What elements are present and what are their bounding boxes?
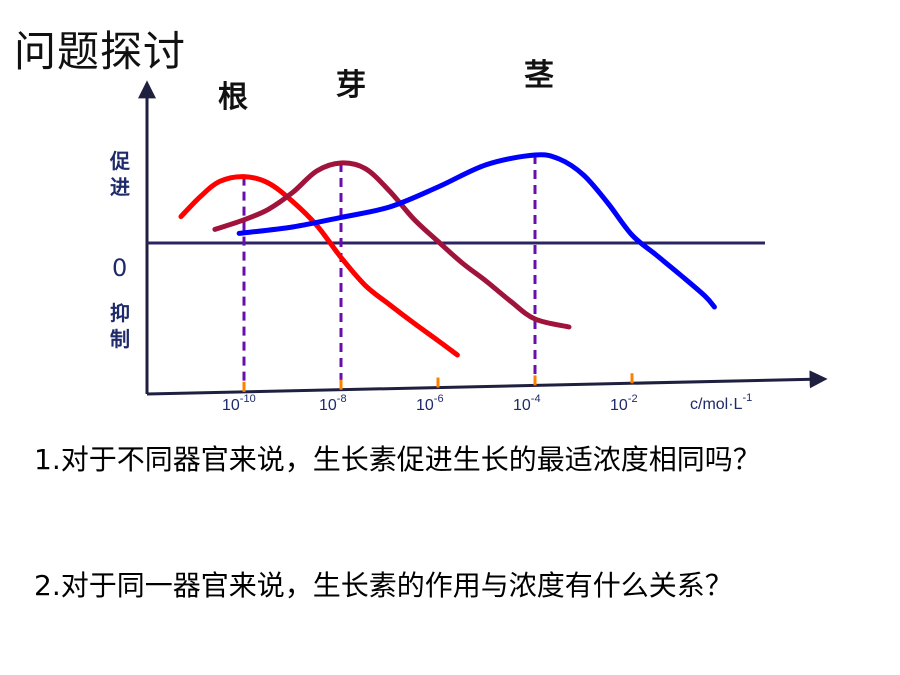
series-line-0 bbox=[178, 174, 460, 358]
x-tick-label-4: 10-2 bbox=[610, 393, 638, 414]
label-bud: 芽 bbox=[336, 68, 366, 103]
x-axis bbox=[146, 370, 828, 396]
series-line-2 bbox=[236, 152, 717, 310]
question-2: 2.对于同一器官来说，生长素的作用与浓度有什么关系？ bbox=[34, 569, 733, 602]
zero-label: 0 bbox=[112, 254, 128, 282]
growth-chart: 10-10 10-8 10-6 10-4 10-2 c/mol·L-1 bbox=[138, 80, 828, 414]
label-root: 根 bbox=[218, 80, 248, 115]
x-tick-label-3: 10-4 bbox=[513, 393, 541, 414]
x-tick-label-2: 10-6 bbox=[416, 393, 444, 414]
x-tick-label-1: 10-8 bbox=[319, 393, 347, 414]
series-line-1 bbox=[212, 160, 572, 330]
label-stem: 茎 bbox=[524, 58, 554, 93]
ylabel-promote: 促进 bbox=[110, 149, 130, 199]
question-1: 1.对于不同器官来说，生长素促进生长的最适浓度相同吗？ bbox=[34, 443, 761, 476]
page-title: 问题探讨 bbox=[14, 27, 187, 76]
ylabel-inhibit: 抑制 bbox=[110, 301, 130, 351]
x-axis-label: c/mol·L-1 bbox=[690, 392, 752, 413]
x-tick-label-0: 10-10 bbox=[222, 393, 256, 414]
